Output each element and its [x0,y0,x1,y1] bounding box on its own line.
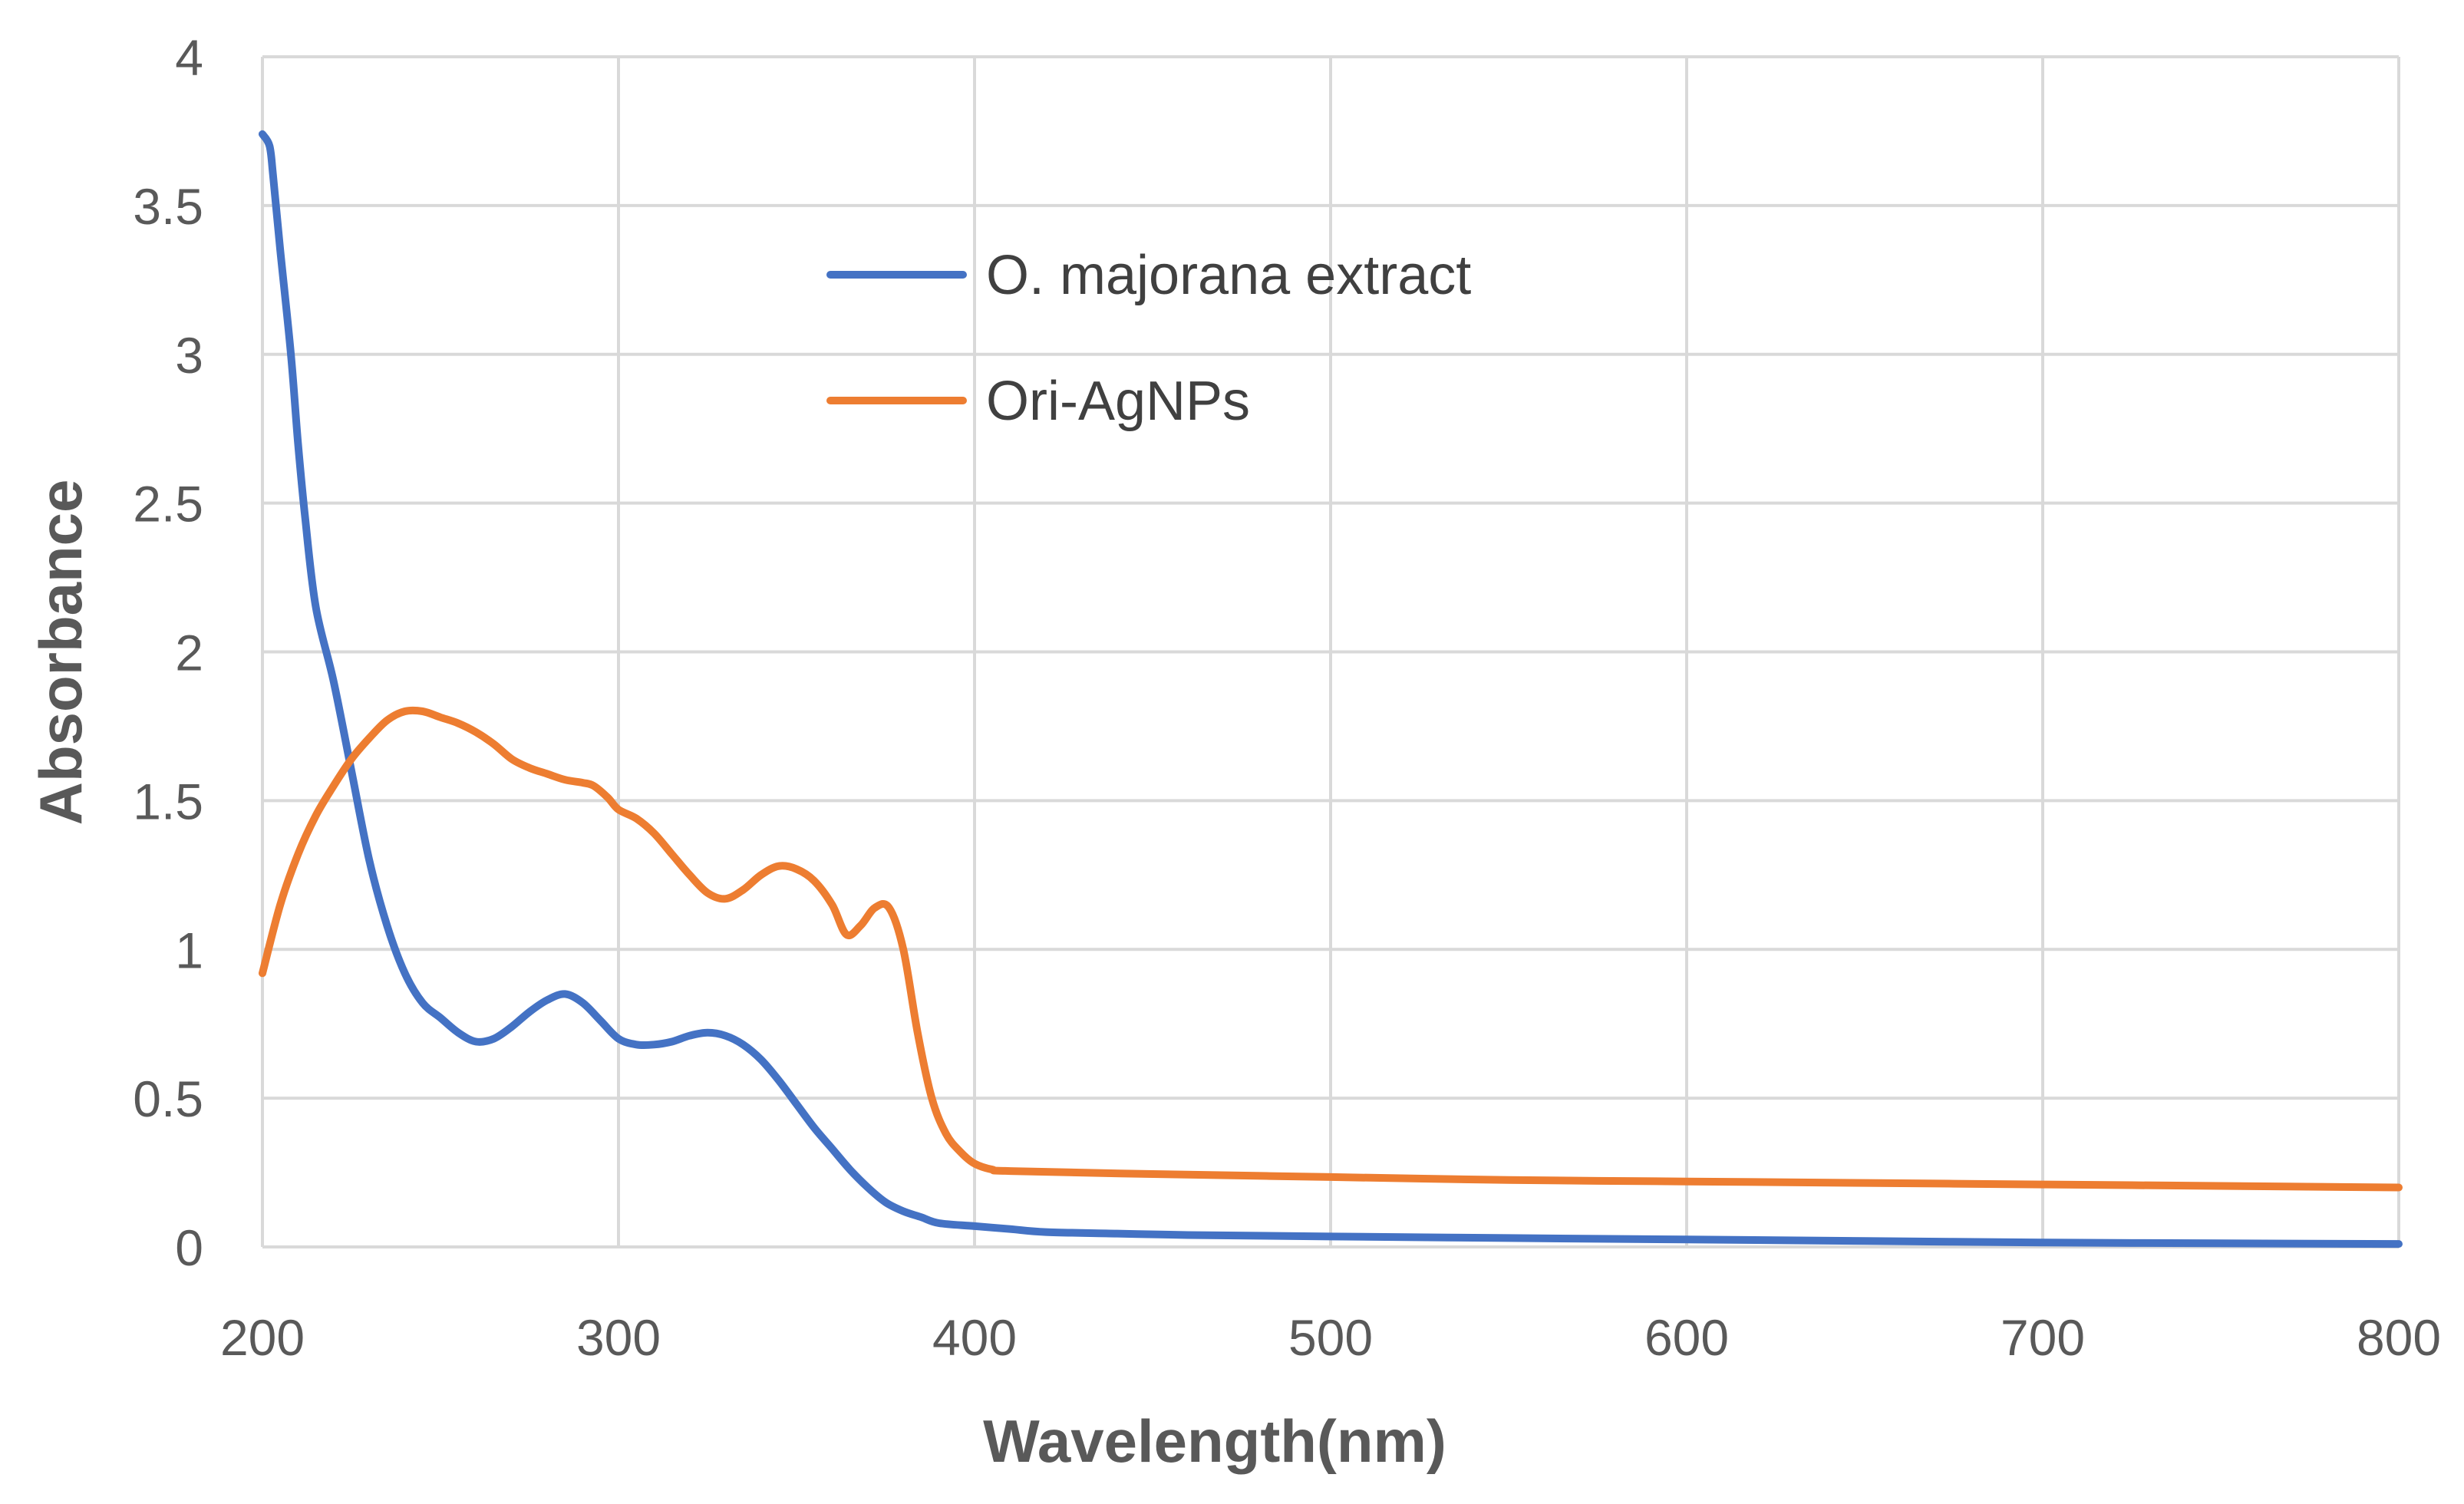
x-tick-label: 600 [1644,1309,1729,1366]
y-tick-label: 1.5 [133,773,203,830]
y-tick-label: 4 [175,29,203,86]
y-tick-label: 2 [175,625,203,681]
tick-labels: 0 0.5 1 1.5 2 2.5 3 3.5 4 200 300 400 500 600 700 800 [133,29,2441,1366]
x-tick-label: 300 [576,1309,661,1366]
y-tick-label: 2.5 [133,476,203,533]
y-tick-label: 0 [175,1219,203,1276]
x-axis-title: Wavelength(nm) [983,1407,1446,1475]
x-tick-label: 800 [2357,1309,2441,1366]
y-tick-label: 0.5 [133,1070,203,1127]
series-lines [259,130,2403,1248]
legend: O. majorana extract Ori-AgNPs [826,245,1471,432]
y-tick-label: 3.5 [133,178,203,235]
y-axis-title: Absorbance [27,480,94,826]
legend-label-ori-agnps: Ori-AgNPs [986,371,1250,432]
x-tick-label: 200 [220,1309,305,1366]
y-tick-label: 1 [175,922,203,978]
legend-item-o-majorana: O. majorana extract [826,245,1471,306]
series-line-ori-agnps [259,706,2403,1192]
series-line-o-majorana [259,130,2403,1248]
x-tick-label: 700 [2001,1309,2085,1366]
legend-label-o-majorana: O. majorana extract [986,245,1471,306]
y-tick-label: 3 [175,327,203,384]
legend-item-ori-agnps: Ori-AgNPs [826,371,1250,432]
gridlines [261,55,2400,1248]
x-tick-label: 500 [1288,1309,1373,1366]
x-tick-label: 400 [932,1309,1017,1366]
